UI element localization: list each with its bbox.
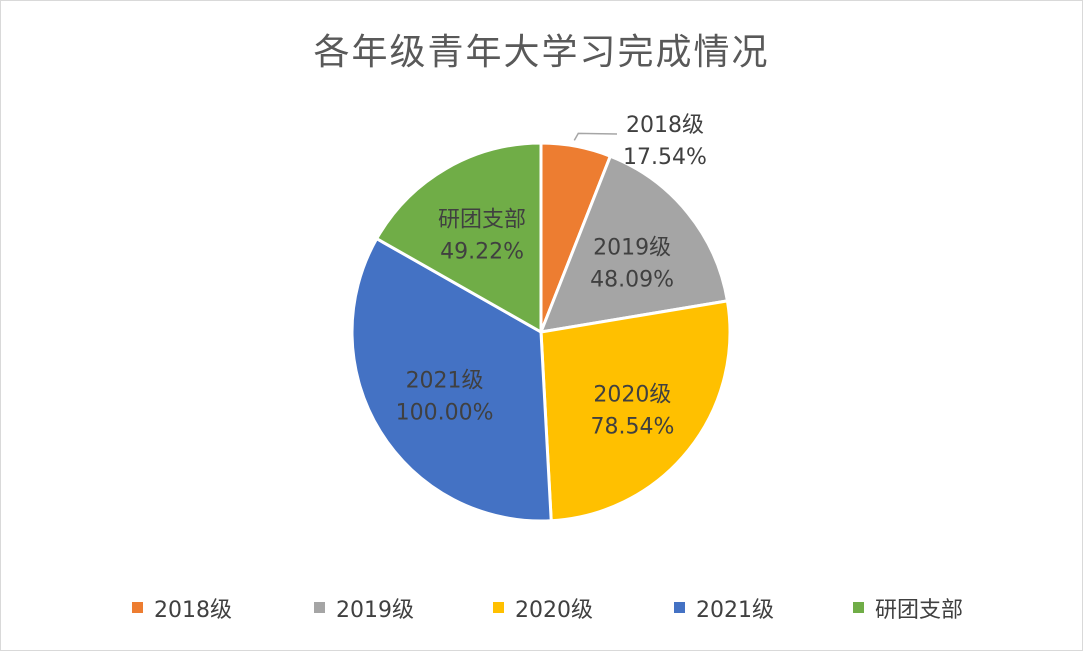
legend-swatch-2019 [314, 602, 325, 613]
pie-slice-2020 [539, 299, 732, 523]
data-label-category-yantuan: 研团支部 [438, 208, 526, 233]
pie-slice-yantuan [375, 141, 543, 334]
data-label-category-2021: 2021级 [406, 369, 484, 394]
data-label-value-2018: 17.54% [623, 145, 707, 170]
leader-lines [573, 132, 618, 141]
legend-swatch-yantuan [853, 602, 864, 613]
data-label-category-2018: 2018级 [626, 113, 704, 138]
data-label-value-2021: 100.00% [396, 401, 494, 426]
legend-label-2021: 2021级 [696, 598, 774, 623]
legend: 2018级 2019级 2020级 2021级 研团支部 [1, 590, 1082, 624]
chart-title: 各年级青年大学习完成情况 [313, 32, 770, 73]
data-label-value-2020: 78.54% [590, 414, 674, 439]
legend-label-yantuan: 研团支部 [875, 598, 964, 623]
data-label-value-2019: 48.09% [590, 267, 674, 292]
pie-slice-2021 [350, 237, 553, 523]
leader-line-2018 [573, 132, 618, 141]
data-label-value-yantuan: 49.22% [440, 240, 524, 265]
pie-slices [350, 141, 732, 523]
legend-swatch-2018 [132, 602, 143, 613]
pie-slice-2019 [539, 154, 729, 334]
legend-label-2020: 2020级 [515, 598, 593, 623]
data-label-category-2019: 2019级 [593, 235, 671, 260]
legend-swatch-2020 [493, 602, 504, 613]
data-labels: 2018级 17.54% 2019级 48.09% 2020级 78.54% 2021级 10… [396, 113, 707, 439]
data-label-category-2020: 2020级 [593, 382, 671, 407]
legend-label-2018: 2018级 [154, 598, 232, 623]
legend-label-2019: 2019级 [336, 598, 414, 623]
legend-swatch-2021 [674, 602, 685, 613]
